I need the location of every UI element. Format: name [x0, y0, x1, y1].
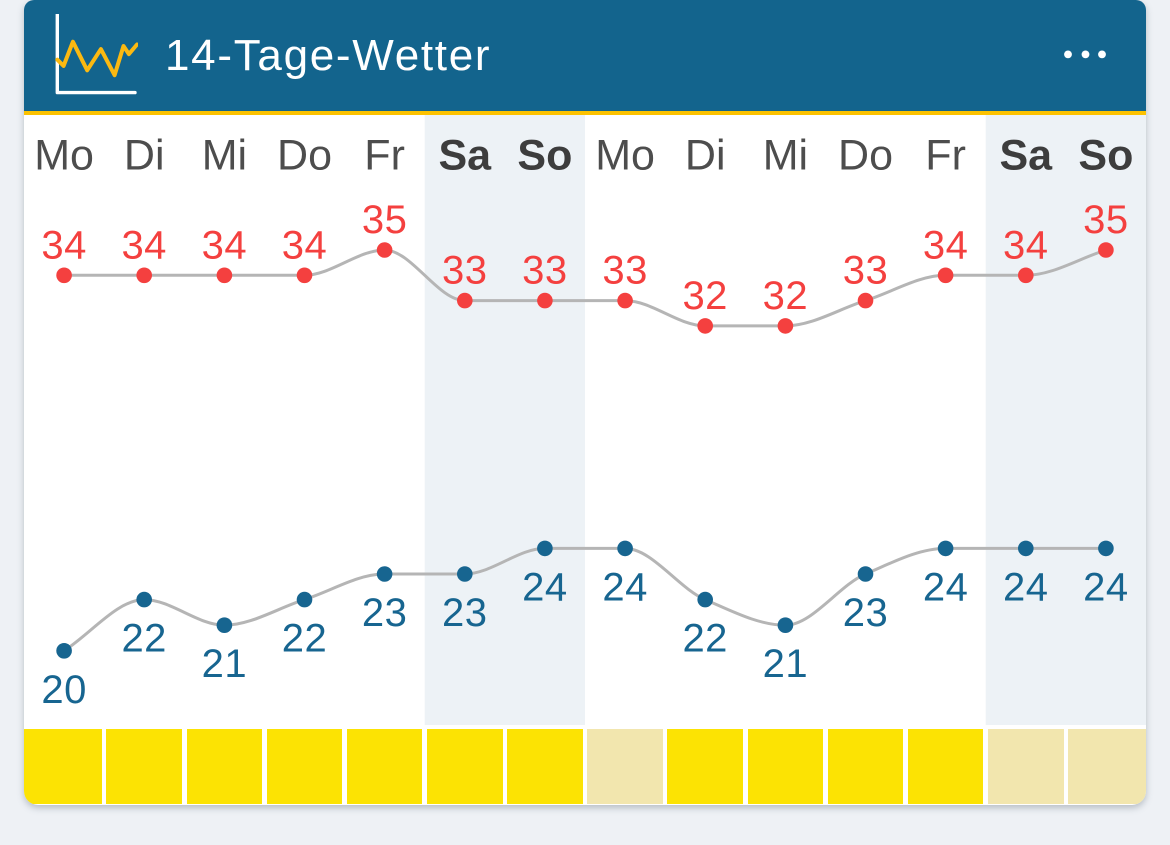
svg-text:34: 34 — [1003, 223, 1049, 267]
svg-text:32: 32 — [763, 274, 809, 318]
svg-text:24: 24 — [1083, 565, 1129, 609]
svg-text:Do: Do — [838, 132, 893, 180]
svg-text:Mi: Mi — [202, 132, 247, 180]
svg-text:35: 35 — [1083, 198, 1129, 242]
svg-text:21: 21 — [202, 642, 248, 686]
svg-text:So: So — [1078, 132, 1133, 180]
svg-text:33: 33 — [602, 249, 648, 293]
svg-text:24: 24 — [522, 565, 568, 609]
svg-text:24: 24 — [602, 565, 648, 609]
svg-text:33: 33 — [442, 249, 488, 293]
svg-text:34: 34 — [202, 223, 248, 267]
svg-text:34: 34 — [121, 223, 167, 267]
svg-text:23: 23 — [843, 591, 889, 635]
svg-text:24: 24 — [1003, 565, 1049, 609]
svg-text:23: 23 — [442, 591, 488, 635]
svg-text:34: 34 — [923, 223, 969, 267]
svg-text:Sa: Sa — [438, 132, 492, 180]
svg-text:Fr: Fr — [925, 132, 966, 180]
svg-text:20: 20 — [41, 668, 87, 712]
svg-text:32: 32 — [682, 274, 728, 318]
svg-text:21: 21 — [763, 642, 809, 686]
svg-text:22: 22 — [121, 617, 167, 661]
svg-text:35: 35 — [362, 198, 408, 242]
svg-text:24: 24 — [923, 565, 969, 609]
svg-text:33: 33 — [522, 249, 568, 293]
svg-text:So: So — [517, 132, 572, 180]
svg-text:Fr: Fr — [364, 132, 405, 180]
svg-text:22: 22 — [682, 617, 728, 661]
svg-text:Di: Di — [124, 132, 165, 180]
svg-text:23: 23 — [362, 591, 408, 635]
svg-text:Do: Do — [277, 132, 332, 180]
svg-text:34: 34 — [282, 223, 328, 267]
svg-text:Sa: Sa — [999, 132, 1053, 180]
svg-text:33: 33 — [843, 249, 889, 293]
svg-text:Mo: Mo — [595, 132, 655, 180]
svg-text:34: 34 — [41, 223, 87, 267]
svg-text:Mo: Mo — [34, 132, 94, 180]
svg-text:Mi: Mi — [763, 132, 808, 180]
svg-text:22: 22 — [282, 617, 328, 661]
svg-text:Di: Di — [685, 132, 726, 180]
